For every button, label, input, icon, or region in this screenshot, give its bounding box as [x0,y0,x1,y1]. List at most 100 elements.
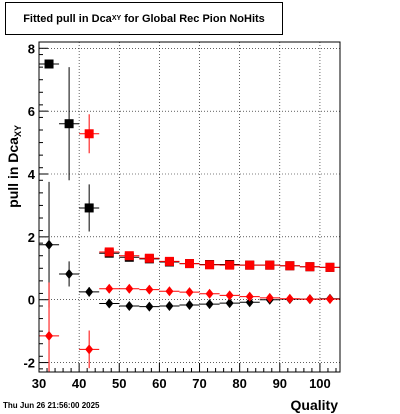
marker-diamond [185,300,194,311]
data-point [299,294,320,305]
grid [39,42,340,372]
data-point [219,290,240,301]
marker-square [164,256,174,266]
axes: 30 40 50 60 70 80 90 100 -2 0 2 4 6 8 [23,41,337,391]
x-axis-label: Quality [291,397,339,413]
data-point [319,262,340,272]
marker-diamond [65,268,74,279]
data-point [139,253,160,263]
marker-diamond [225,290,234,301]
marker-square [104,247,114,257]
marker-square [205,260,215,270]
data-point [179,259,200,269]
chart-title-main: Fitted pull in Dca [23,12,112,25]
plot-frame [38,41,341,373]
marker-square [245,260,255,270]
data-point [239,291,260,302]
x-tick-label: 60 [152,376,166,391]
marker-square [285,261,295,271]
marker-diamond [105,283,114,294]
data-point [139,301,160,312]
data-point [199,260,220,270]
data-point [79,114,100,154]
y-axis-label-main: pull in Dca [5,137,21,208]
data-point [159,256,180,266]
y-axis-label-subscript: XY [13,125,23,137]
data-point [79,330,100,369]
y-tick-label: 2 [28,230,35,245]
chart-title-rest: for Global Rec Pion NoHits [124,12,265,25]
data-point [119,301,140,311]
marker-square [185,259,194,269]
marker-diamond [245,297,254,308]
marker-diamond [165,301,174,311]
marker-diamond [45,239,54,250]
chart-title: Fitted pull in Dca XY for Global Rec Pion… [5,2,283,35]
y-tick-label: 6 [28,104,35,119]
data-point [39,59,60,69]
marker-square [225,260,235,270]
data-point [59,67,80,181]
marker-diamond [285,293,294,304]
data-point [159,286,180,297]
footer-date: Thu Jun 26 21:56:00 2025 [3,401,100,410]
data-point [239,297,260,308]
data-point [279,293,300,304]
marker-diamond [45,330,54,341]
marker-diamond [205,299,214,310]
x-tick-label: 30 [32,376,46,391]
marker-square [84,203,94,213]
marker-diamond [325,294,334,305]
x-tick-label: 90 [273,376,287,391]
data-point [219,260,240,270]
y-axis-label: pull in DcaXY [5,125,23,208]
marker-square [44,59,54,69]
marker-diamond [145,284,154,295]
data-point [139,284,160,295]
data-point [39,282,60,372]
data-point [319,294,340,305]
y-tick-label: 8 [28,41,35,56]
marker-square [84,129,94,139]
data-point [259,292,280,303]
marker-square [64,119,74,129]
data-point [99,298,120,309]
data-point [119,251,140,261]
y-tick-label: 0 [28,293,35,308]
data-point [179,287,200,298]
marker-diamond [185,287,194,298]
marker-square [325,262,335,272]
marker-diamond [265,292,274,303]
marker-diamond [205,288,214,299]
data-point [219,298,240,309]
data-point [59,261,80,287]
data-point [299,262,320,272]
marker-diamond [105,298,114,309]
x-tick-label: 50 [112,376,126,391]
marker-diamond [165,286,174,297]
marker-diamond [125,283,134,294]
marker-diamond [225,298,234,309]
series-0 [39,59,340,272]
data-point [79,286,100,297]
data-point [279,261,300,271]
data-point [159,301,180,311]
x-tick-label: 70 [192,376,206,391]
data-point [199,299,220,310]
marker-square [305,262,315,272]
series-3 [39,282,340,372]
marker-square [124,251,134,261]
data-points [39,59,340,372]
marker-diamond [85,286,94,297]
data-point [259,260,280,270]
x-tick-label: 40 [72,376,86,391]
chart-title-subscript: XY [111,15,122,22]
marker-diamond [245,291,254,302]
data-point [199,288,220,299]
y-tick-label: -2 [23,356,35,371]
y-tick-label: 4 [28,167,36,182]
data-point [119,283,140,294]
x-tick-label: 80 [232,376,246,391]
data-point [99,283,120,294]
